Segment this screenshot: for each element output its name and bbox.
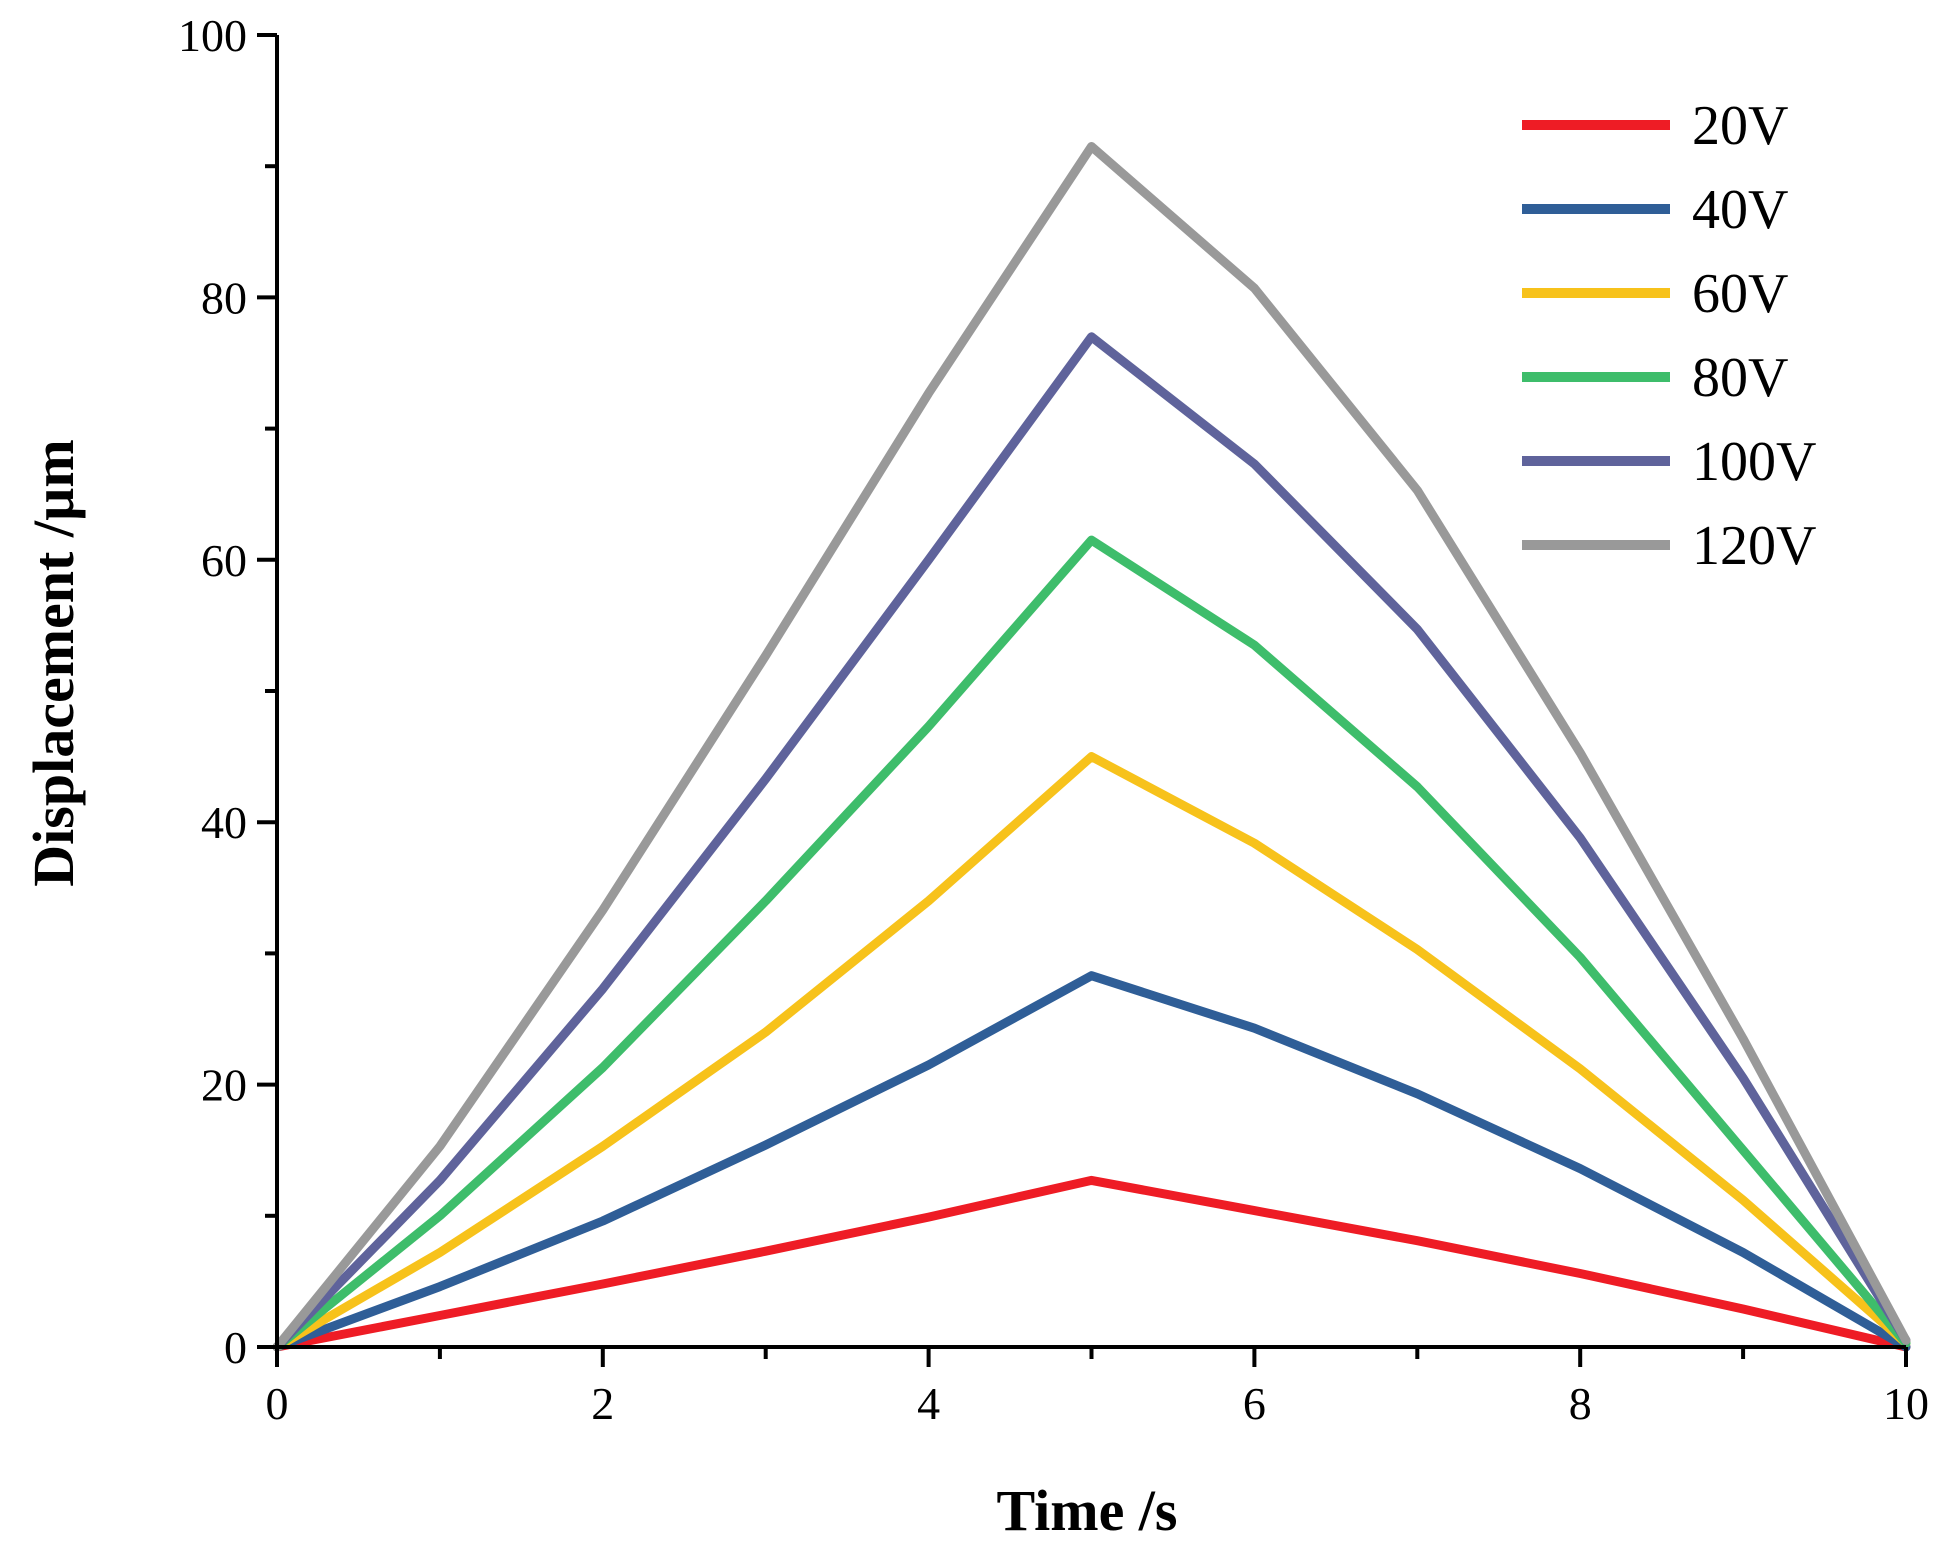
- y-tick-label: 100: [178, 10, 247, 61]
- legend-label: 20V: [1692, 95, 1788, 157]
- y-tick-label: 20: [201, 1060, 247, 1111]
- y-tick-label: 60: [201, 535, 247, 586]
- axes-layer: [275, 35, 1906, 1349]
- legend: 20V 40V 60V 80V 100V 120V: [1522, 95, 1816, 577]
- y-axis-title: Displacement /µm: [21, 439, 86, 886]
- y-tick-label: 0: [224, 1322, 247, 1373]
- x-tick-label: 2: [591, 1378, 614, 1429]
- x-tick-label: 4: [917, 1378, 940, 1429]
- series-layer: [272, 142, 1911, 1352]
- x-tick-label: 6: [1243, 1378, 1266, 1429]
- x-axis-title: Time /s: [997, 1478, 1178, 1543]
- legend-label: 40V: [1692, 179, 1788, 241]
- series-line-80v: [272, 535, 1911, 1352]
- x-tick-label: 0: [266, 1378, 289, 1429]
- series-line-60v: [272, 752, 1911, 1352]
- x-tick-label: 8: [1569, 1378, 1592, 1429]
- series-line-100v: [272, 332, 1911, 1352]
- y-tick-label: 40: [201, 797, 247, 848]
- series-line-120v: [272, 142, 1911, 1352]
- legend-label: 80V: [1692, 347, 1788, 409]
- legend-label: 60V: [1692, 263, 1788, 325]
- series-line-20v: [272, 1175, 1911, 1352]
- legend-label: 120V: [1692, 515, 1816, 577]
- series-line-40v: [272, 971, 1911, 1352]
- legend-label: 100V: [1692, 431, 1816, 493]
- x-tick-label: 10: [1883, 1378, 1929, 1429]
- y-tick-label: 80: [201, 272, 247, 323]
